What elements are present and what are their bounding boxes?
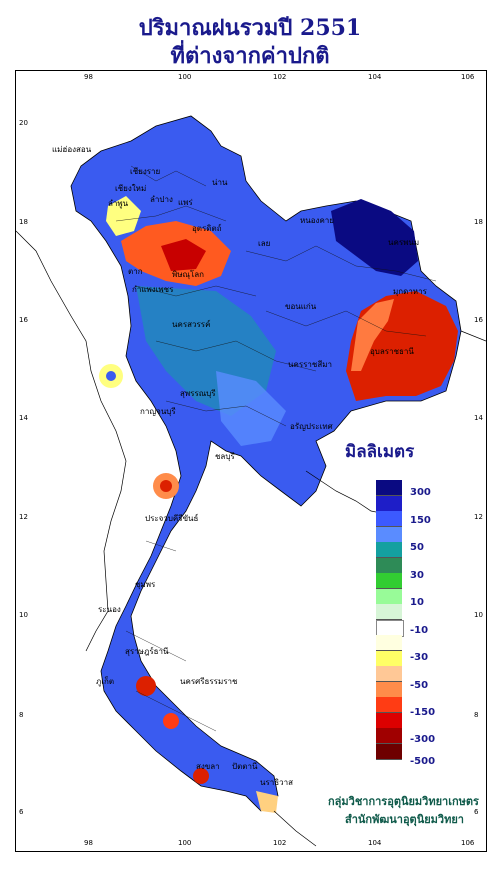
x-tick-bottom: 104 — [368, 839, 382, 847]
y-tick-left: 6 — [19, 808, 24, 816]
x-tick-bottom: 100 — [178, 839, 192, 847]
x-tick-top: 106 — [461, 73, 475, 81]
legend-label: 300 — [410, 487, 431, 498]
y-tick-left: 20 — [19, 119, 28, 127]
x-tick-top: 104 — [368, 73, 382, 81]
y-tick-right: 12 — [474, 513, 483, 521]
y-tick-right: 18 — [474, 218, 483, 226]
place-label: ขอนแก่น — [285, 302, 317, 311]
legend-label: 150 — [410, 515, 431, 526]
place-label: อรัญประเทศ — [290, 422, 333, 431]
place-label: สุราษฎร์ธานี — [125, 647, 169, 656]
legend-swatch — [376, 511, 402, 527]
x-tick-top: 100 — [178, 73, 192, 81]
x-tick-bottom: 106 — [461, 839, 475, 847]
legend-label: -10 — [410, 625, 429, 636]
place-label: ปัตตานี — [232, 762, 258, 771]
legend-label: 10 — [410, 597, 424, 608]
place-label: เชียงใหม่ — [115, 184, 147, 193]
place-label: นราธิวาส — [260, 778, 294, 787]
place-label: แม่ฮ่องสอน — [52, 145, 92, 154]
x-tick-top: 102 — [273, 73, 287, 81]
place-label: มุกดาหาร — [393, 287, 427, 296]
y-tick-right: 14 — [474, 414, 483, 422]
y-tick-left: 16 — [19, 316, 28, 324]
northeast-high-anomaly — [331, 199, 418, 276]
place-label: น่าน — [212, 178, 228, 187]
place-label: นครสวรรค์ — [172, 320, 211, 329]
y-tick-left: 14 — [19, 414, 28, 422]
place-label: ลำพูน — [108, 199, 129, 208]
y-tick-right: 16 — [474, 316, 483, 324]
place-label: ประจวบคีรีขันธ์ — [145, 514, 199, 523]
place-label: อุตรดิตถ์ — [192, 224, 222, 233]
legend-swatch — [376, 495, 402, 512]
place-label: นครราชสีมา — [288, 360, 332, 369]
place-label: ตาก — [128, 267, 143, 276]
legend-swatch — [376, 681, 402, 698]
place-label: ลำปาง — [150, 195, 173, 204]
place-label: เชียงราย — [130, 167, 161, 176]
place-label: พิษณุโลก — [172, 270, 205, 279]
place-label: สุพรรณบุรี — [180, 389, 216, 398]
legend-label: -500 — [410, 756, 436, 767]
y-tick-left: 18 — [19, 218, 28, 226]
legend-swatch — [376, 480, 402, 496]
x-tick-bottom: 102 — [273, 839, 287, 847]
legend-swatch — [376, 557, 402, 574]
x-tick-bottom: 98 — [84, 839, 93, 847]
legend-label: -150 — [410, 707, 436, 718]
legend-label: 50 — [410, 542, 424, 553]
map-title: ปริมาณฝนรวมปี 2551 — [138, 15, 362, 41]
credit-bureau: สำนักพัฒนาอุตุนิยมวิทยา — [345, 813, 464, 826]
legend-label: -300 — [410, 734, 436, 745]
place-label: ภูเก็ต — [96, 677, 115, 686]
legend-swatch — [376, 697, 402, 713]
map-subtitle: ที่ต่างจากค่าปกติ — [170, 43, 330, 69]
place-label: ชุมพร — [135, 580, 156, 589]
rainfall-anomaly-map — [16, 115, 486, 847]
y-tick-left: 10 — [19, 611, 28, 619]
legend-label: -50 — [410, 680, 429, 691]
legend-swatch — [376, 728, 402, 744]
legend-swatch — [376, 743, 402, 760]
place-label: อุบลราชธานี — [370, 347, 414, 356]
legend-swatch — [376, 588, 402, 605]
place-label: นครพนม — [388, 238, 420, 247]
x-tick-top: 98 — [84, 73, 93, 81]
legend-title: มิลลิเมตร — [345, 442, 415, 462]
legend-swatch — [376, 573, 402, 589]
place-label: ระนอง — [98, 605, 121, 614]
legend-swatch — [376, 650, 402, 667]
place-label: ชลบุรี — [215, 452, 235, 461]
y-tick-left: 8 — [19, 711, 24, 719]
place-label: กำแพงเพชร — [132, 285, 174, 294]
place-label: แพร่ — [178, 198, 193, 207]
legend-swatch — [376, 604, 402, 620]
legend-swatch — [376, 542, 402, 558]
legend-label: 30 — [410, 570, 424, 581]
legend-swatch — [376, 635, 402, 651]
place-label: สงขลา — [196, 762, 220, 771]
place-label: นครศรีธรรมราช — [180, 677, 238, 686]
y-tick-left: 12 — [19, 513, 28, 521]
y-tick-right: 8 — [474, 711, 479, 719]
place-label: กาญจนบุรี — [140, 407, 176, 416]
y-tick-right: 10 — [474, 611, 483, 619]
legend-label: -30 — [410, 652, 429, 663]
legend-swatch — [376, 712, 402, 729]
place-label: หนองคาย — [300, 216, 334, 225]
map-frame: 98 100 102 104 106 98 100 102 104 106 20… — [15, 70, 487, 852]
credit-division: กลุ่มวิชาการอุตุนิยมวิทยาเกษตร — [328, 795, 479, 808]
y-tick-right: 6 — [474, 808, 479, 816]
legend-swatch — [376, 526, 402, 543]
legend-swatch — [376, 666, 402, 682]
place-label: เลย — [258, 239, 271, 248]
legend-swatch — [376, 619, 404, 637]
